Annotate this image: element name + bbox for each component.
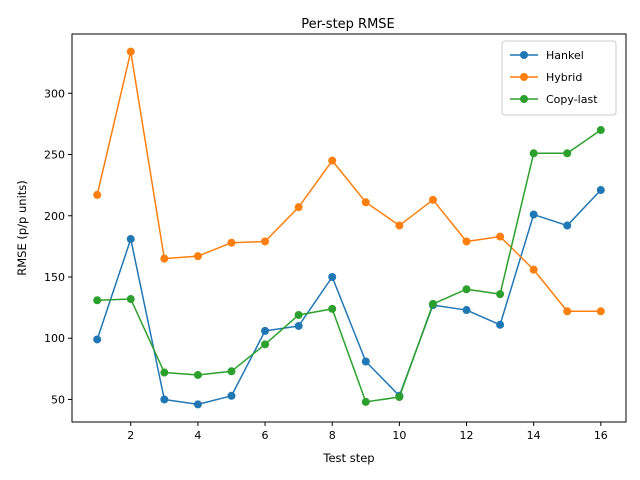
data-point-copy-last [328, 304, 337, 313]
data-point-hybrid [193, 252, 202, 261]
data-point-hankel [328, 272, 337, 281]
data-point-hybrid [160, 254, 169, 263]
legend-marker-copy-last [520, 95, 528, 103]
x-axis: 2 4 6 8 10 12 14 16 [127, 422, 608, 442]
x-tick-label: 14 [527, 429, 541, 442]
y-tick-label: 50 [51, 393, 65, 406]
legend-label-hankel: Hankel [546, 49, 584, 62]
legend-label-hybrid: Hybrid [546, 71, 582, 84]
series-line-copy-last [97, 129, 602, 403]
data-point-copy-last [428, 299, 437, 308]
data-point-hankel [361, 357, 370, 366]
data-point-hankel [529, 210, 538, 219]
x-tick-label: 4 [194, 429, 201, 442]
data-point-hankel [563, 221, 572, 230]
data-point-copy-last [395, 393, 404, 402]
data-point-hankel [160, 395, 169, 404]
legend-marker-hybrid [520, 73, 528, 81]
y-tick-label: 100 [44, 332, 65, 345]
x-axis-label: Test step [322, 451, 374, 465]
data-point-hankel [294, 321, 303, 330]
legend-item-hybrid: Hybrid [510, 71, 582, 84]
x-tick-label: 12 [460, 429, 474, 442]
data-point-hankel [93, 335, 102, 344]
chart-title: Per-step RMSE [301, 17, 395, 32]
data-point-hankel [227, 391, 236, 400]
data-point-hybrid [529, 265, 538, 274]
data-point-hankel [193, 400, 202, 409]
data-point-hybrid [361, 198, 370, 207]
data-point-hybrid [328, 156, 337, 165]
data-point-copy-last [496, 290, 505, 299]
x-tick-label: 8 [329, 429, 336, 442]
x-tick-label: 2 [127, 429, 134, 442]
y-axis: 50 100 150 200 250 300 [44, 87, 72, 406]
x-tick-label: 10 [392, 429, 406, 442]
x-tick-label: 16 [594, 429, 608, 442]
legend-item-copy-last: Copy-last [510, 93, 598, 106]
axes-frame [71, 33, 627, 423]
plot-area [93, 47, 605, 409]
y-tick-label: 200 [44, 210, 65, 223]
data-point-copy-last [529, 149, 538, 158]
data-point-hybrid [563, 307, 572, 316]
data-point-hankel [596, 186, 605, 195]
x-tick-label: 6 [262, 429, 269, 442]
data-point-hybrid [428, 195, 437, 204]
y-tick-label: 250 [44, 149, 65, 162]
data-point-copy-last [462, 285, 471, 294]
data-point-copy-last [227, 367, 236, 376]
series-hybrid [93, 47, 605, 316]
data-point-hybrid [496, 232, 505, 241]
data-point-hankel [496, 320, 505, 329]
legend: Hankel Hybrid Copy-last [501, 40, 617, 116]
legend-item-hankel: Hankel [510, 49, 584, 62]
data-point-hankel [126, 235, 135, 244]
data-point-hankel [261, 326, 270, 335]
series-copy-last [93, 126, 605, 406]
y-tick-label: 150 [44, 271, 65, 284]
data-point-copy-last [294, 310, 303, 319]
data-point-hybrid [261, 237, 270, 246]
y-tick-label: 300 [44, 87, 65, 100]
data-point-copy-last [193, 370, 202, 379]
y-axis-label: RMSE (p/p units) [15, 180, 29, 276]
series-hankel [93, 186, 605, 409]
series-line-hybrid [96, 50, 601, 313]
legend-box [501, 40, 617, 116]
data-point-hybrid [294, 203, 303, 212]
series-line-hankel [96, 189, 602, 406]
data-point-hybrid [227, 238, 236, 247]
data-point-copy-last [126, 295, 135, 304]
data-point-copy-last [160, 368, 169, 377]
data-point-hybrid [126, 47, 135, 56]
data-point-hybrid [596, 307, 605, 316]
data-point-hybrid [93, 190, 102, 199]
data-point-copy-last [261, 340, 270, 349]
legend-marker-hankel [520, 51, 528, 59]
data-point-copy-last [93, 296, 102, 305]
data-point-hankel [462, 306, 471, 315]
data-point-copy-last [361, 397, 370, 406]
legend-label-copy-last: Copy-last [546, 93, 598, 106]
data-point-hybrid [462, 237, 471, 246]
data-point-copy-last [596, 126, 605, 135]
data-point-hybrid [395, 221, 404, 230]
data-point-copy-last [563, 149, 572, 158]
